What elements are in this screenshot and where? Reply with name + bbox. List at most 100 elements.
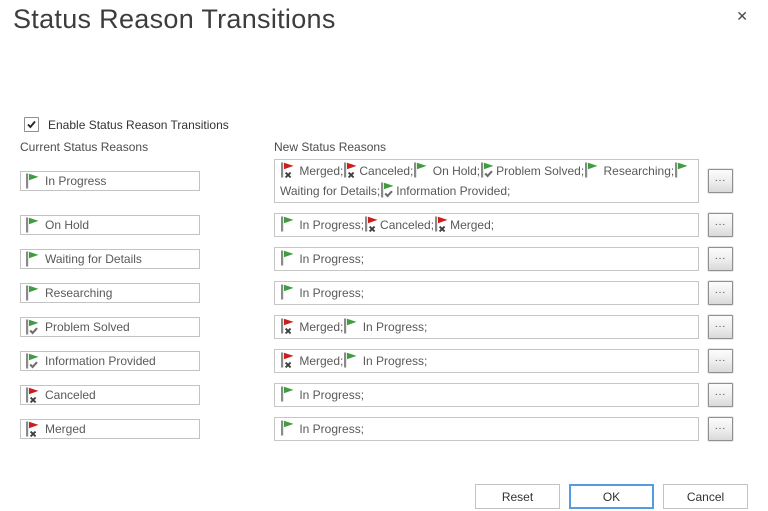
- transition-row: Merged In Progress;...: [20, 417, 734, 441]
- flag-green-icon: [585, 162, 598, 178]
- current-status-box: Problem Solved: [20, 317, 200, 337]
- new-status-reasons-field[interactable]: In Progress; Canceled; Merged;: [274, 213, 699, 237]
- ok-button[interactable]: OK: [569, 484, 654, 509]
- current-status-label: Merged: [45, 422, 86, 436]
- current-status-box: Canceled: [20, 385, 200, 405]
- flag-red-x-icon: [365, 216, 378, 232]
- transition-label: Merged;: [296, 354, 344, 368]
- transition-label: Information Provided;: [396, 184, 511, 198]
- reset-button[interactable]: Reset: [475, 484, 560, 509]
- new-status-reasons-field[interactable]: Merged; Canceled; On Hold; Problem Solved;…: [274, 159, 699, 203]
- transition-label: In Progress;: [296, 218, 365, 232]
- flag-green-icon: [675, 162, 688, 178]
- checkmark-icon: [27, 120, 36, 129]
- current-status-label: Information Provided: [45, 354, 156, 368]
- transition-rows: In Progress Merged; Canceled; On Hold; Pro…: [20, 159, 734, 451]
- enable-transitions-label: Enable Status Reason Transitions: [48, 117, 229, 132]
- ellipsis-label: ...: [714, 284, 727, 296]
- transition-row: Canceled In Progress;...: [20, 383, 734, 407]
- flag-red-x-icon: [281, 162, 294, 178]
- transition-label: Problem Solved;: [496, 164, 585, 178]
- enable-transitions-checkbox[interactable]: [24, 117, 39, 132]
- ellipsis-label: ...: [714, 318, 727, 330]
- flag-green-icon: [26, 285, 39, 301]
- footer-buttons: Reset OK Cancel: [475, 484, 748, 509]
- ellipsis-label: ...: [714, 352, 727, 364]
- ellipsis-label: ...: [714, 420, 727, 432]
- flag-red-x-icon: [26, 387, 39, 403]
- edit-transitions-button[interactable]: ...: [708, 417, 733, 441]
- new-status-reasons-field[interactable]: In Progress;: [274, 417, 699, 441]
- transition-label: In Progress;: [359, 354, 428, 368]
- flag-green-icon: [281, 420, 294, 436]
- current-status-box: In Progress: [20, 171, 200, 191]
- flag-green-icon: [281, 250, 294, 266]
- flag-green-icon: [344, 352, 357, 368]
- flag-green-check-icon: [26, 319, 39, 335]
- transition-label: In Progress;: [296, 422, 365, 436]
- enable-transitions-row: Enable Status Reason Transitions: [24, 117, 229, 132]
- flag-red-x-icon: [26, 421, 39, 437]
- transition-row: In Progress Merged; Canceled; On Hold; Pro…: [20, 159, 734, 203]
- current-status-label: Canceled: [45, 388, 96, 402]
- transition-label: Canceled;: [380, 218, 435, 232]
- transition-label: Canceled;: [359, 164, 414, 178]
- current-status-label: Waiting for Details: [45, 252, 142, 266]
- new-status-reasons-field[interactable]: In Progress;: [274, 383, 699, 407]
- current-status-label: Problem Solved: [45, 320, 130, 334]
- current-status-box: Researching: [20, 283, 200, 303]
- edit-transitions-button[interactable]: ...: [708, 169, 733, 193]
- page-title: Status Reason Transitions: [13, 4, 336, 34]
- current-status-box: Information Provided: [20, 351, 200, 371]
- new-status-reasons-field[interactable]: Merged; In Progress;: [274, 349, 699, 373]
- edit-transitions-button[interactable]: ...: [708, 247, 733, 271]
- transition-label: In Progress;: [296, 252, 365, 266]
- flag-green-icon: [281, 284, 294, 300]
- flag-green-icon: [344, 318, 357, 334]
- transition-row: On Hold In Progress; Canceled; Merged;...: [20, 213, 734, 237]
- transition-label: In Progress;: [296, 388, 365, 402]
- flag-green-icon: [414, 162, 427, 178]
- cancel-button[interactable]: Cancel: [663, 484, 748, 509]
- current-status-reasons-header: Current Status Reasons: [20, 140, 149, 154]
- current-status-box: On Hold: [20, 215, 200, 235]
- flag-red-x-icon: [344, 162, 357, 178]
- current-status-label: On Hold: [45, 218, 90, 232]
- flag-green-icon: [281, 216, 294, 232]
- edit-transitions-button[interactable]: ...: [708, 213, 733, 237]
- transition-label: In Progress;: [296, 286, 365, 300]
- new-status-reasons-field[interactable]: In Progress;: [274, 281, 699, 305]
- new-status-reasons-field[interactable]: Merged; In Progress;: [274, 315, 699, 339]
- edit-transitions-button[interactable]: ...: [708, 383, 733, 407]
- current-status-box: Waiting for Details: [20, 249, 200, 269]
- flag-green-icon: [26, 217, 39, 233]
- new-status-reasons-field[interactable]: In Progress;: [274, 247, 699, 271]
- current-status-box: Merged: [20, 419, 200, 439]
- flag-red-x-icon: [435, 216, 448, 232]
- close-icon[interactable]: ✕: [736, 8, 748, 24]
- transition-row: Information Provided Merged; In Progress…: [20, 349, 734, 373]
- ellipsis-label: ...: [714, 386, 727, 398]
- flag-red-x-icon: [281, 318, 294, 334]
- transition-label: On Hold;: [429, 164, 481, 178]
- flag-green-check-icon: [381, 182, 394, 198]
- ellipsis-label: ...: [714, 172, 727, 184]
- current-status-label: In Progress: [45, 174, 107, 188]
- transition-label: Merged;: [296, 320, 344, 334]
- flag-green-icon: [281, 386, 294, 402]
- transition-row: Researching In Progress;...: [20, 281, 734, 305]
- edit-transitions-button[interactable]: ...: [708, 315, 733, 339]
- transition-row: Problem Solved Merged; In Progress;...: [20, 315, 734, 339]
- ellipsis-label: ...: [714, 216, 727, 228]
- flag-red-x-icon: [281, 352, 294, 368]
- flag-green-check-icon: [481, 162, 494, 178]
- transition-row: Waiting for Details In Progress;...: [20, 247, 734, 271]
- transition-label: Researching;: [600, 164, 675, 178]
- flag-green-icon: [26, 173, 39, 189]
- ellipsis-label: ...: [714, 250, 727, 262]
- edit-transitions-button[interactable]: ...: [708, 281, 733, 305]
- transition-label: Waiting for Details;: [280, 184, 381, 198]
- transition-label: Merged;: [296, 164, 344, 178]
- transition-label: In Progress;: [359, 320, 428, 334]
- edit-transitions-button[interactable]: ...: [708, 349, 733, 373]
